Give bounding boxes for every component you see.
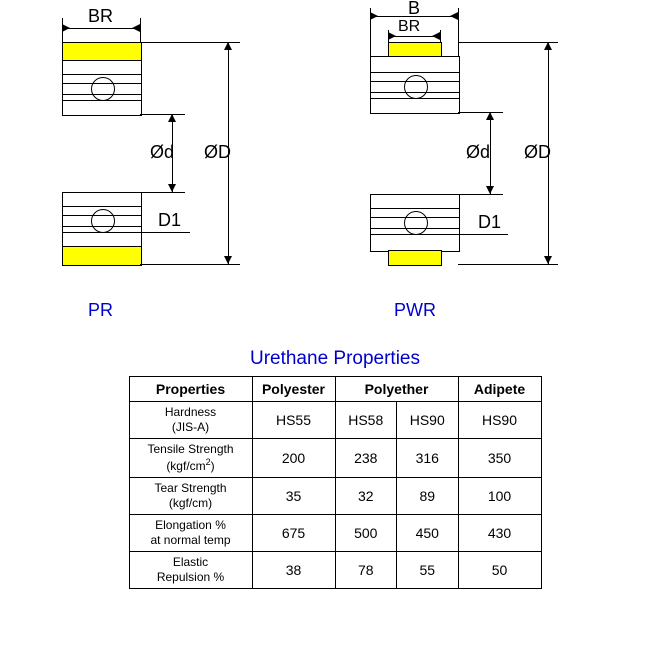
row-label: Tensile Strength(kgf/cm2): [129, 439, 252, 478]
row-label: ElasticRepulsion %: [129, 552, 252, 589]
table-cell: 200: [252, 439, 335, 478]
row-label: Elongation %at normal temp: [129, 515, 252, 552]
urethane-tire-top: [62, 42, 142, 62]
col-polyester: Polyester: [252, 377, 335, 402]
dim-D1-right: D1: [478, 212, 501, 233]
table-row: ElasticRepulsion %38785550: [129, 552, 541, 589]
dim-D1-left: D1: [158, 210, 181, 231]
table-cell: 89: [397, 478, 459, 515]
table-cell: 350: [458, 439, 541, 478]
variant-label-pr: PR: [88, 300, 113, 321]
table-cell: 450: [397, 515, 459, 552]
table-cell: 316: [397, 439, 459, 478]
table-row: Elongation %at normal temp675500450430: [129, 515, 541, 552]
table-cell: 78: [335, 552, 397, 589]
col-properties: Properties: [129, 377, 252, 402]
dim-BR-right: BR: [398, 18, 420, 36]
urethane-properties-table: Properties Polyester Polyether Adipete H…: [129, 376, 542, 589]
table-row: Tear Strength(kgf/cm)353289100: [129, 478, 541, 515]
dim-d-right: Ød: [466, 142, 490, 163]
table-header-row: Properties Polyester Polyether Adipete: [129, 377, 541, 402]
table-cell: 675: [252, 515, 335, 552]
variant-label-pwr: PWR: [394, 300, 436, 321]
urethane-tire-bottom-r: [388, 250, 442, 266]
dim-D-left: ØD: [204, 142, 231, 163]
table-title: Urethane Properties: [0, 348, 670, 370]
dim-B-right: B: [408, 0, 420, 19]
table-cell: 32: [335, 478, 397, 515]
table-cell: 35: [252, 478, 335, 515]
col-adipete: Adipete: [458, 377, 541, 402]
row-label: Tear Strength(kgf/cm): [129, 478, 252, 515]
table-row: Tensile Strength(kgf/cm2)200238316350: [129, 439, 541, 478]
table-cell: HS55: [252, 402, 335, 439]
table-cell: 430: [458, 515, 541, 552]
dim-D-right: ØD: [524, 142, 551, 163]
dim-br-left: BR: [88, 6, 113, 27]
table-cell: 500: [335, 515, 397, 552]
table-cell: 55: [397, 552, 459, 589]
dim-d-left: Ød: [150, 142, 174, 163]
table-cell: HS90: [397, 402, 459, 439]
table-cell: 100: [458, 478, 541, 515]
technical-diagram: BR Ød ØD D1 PR B: [0, 0, 670, 340]
table-cell: HS58: [335, 402, 397, 439]
table-cell: 38: [252, 552, 335, 589]
table-cell: 50: [458, 552, 541, 589]
table-cell: 238: [335, 439, 397, 478]
col-polyether: Polyether: [335, 377, 458, 402]
row-label: Hardness(JIS-A): [129, 402, 252, 439]
table-row: Hardness(JIS-A)HS55HS58HS90HS90: [129, 402, 541, 439]
urethane-tire-bottom: [62, 246, 142, 266]
table-cell: HS90: [458, 402, 541, 439]
